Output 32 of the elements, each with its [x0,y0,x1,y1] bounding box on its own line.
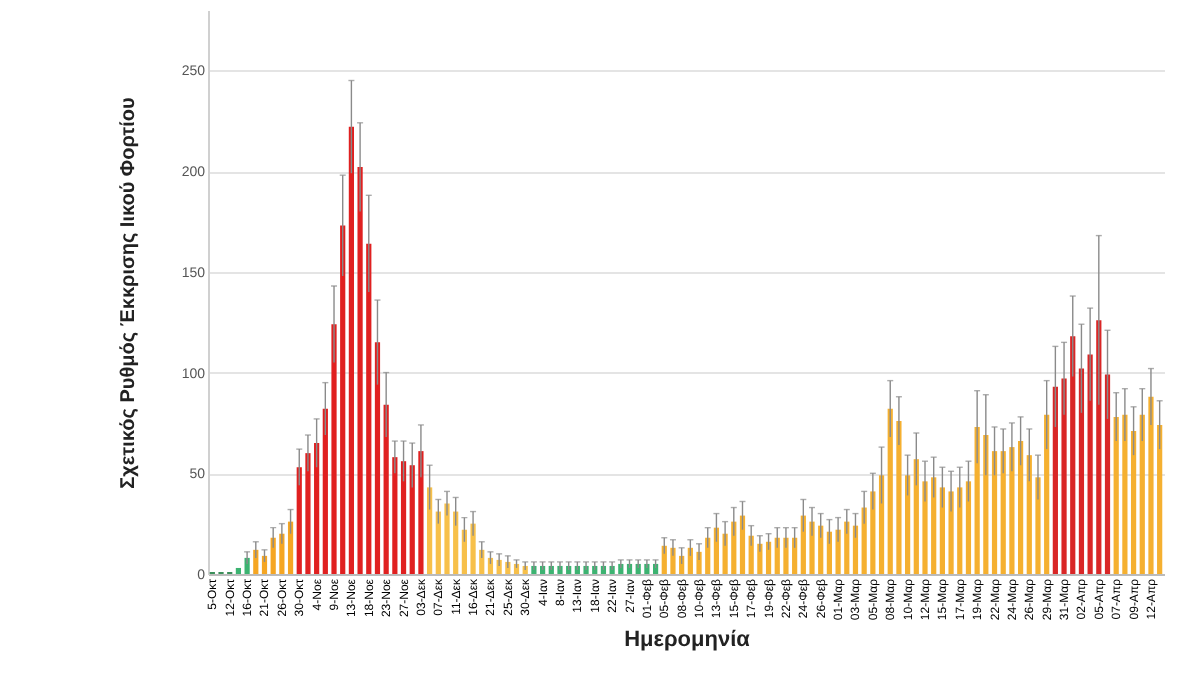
bar [1113,416,1119,574]
bar [287,521,294,574]
bar [948,491,954,574]
bar [783,537,789,574]
bar [765,541,772,574]
y-axis-title: Σχετικός Ρυθμός Έκκρισης Ιικού Φορτίου [117,96,140,489]
bar [739,515,746,574]
bar [670,547,676,574]
bar [418,451,424,574]
bar [348,126,355,574]
bar [878,475,885,574]
bar [235,567,242,574]
bar [470,523,476,574]
bar [731,521,737,574]
bar [1148,396,1154,574]
bar [427,487,433,574]
bar [400,461,407,574]
bar [444,503,450,574]
bar [852,525,859,574]
bar [1017,441,1024,574]
bar [809,521,815,574]
bar [1009,447,1015,574]
bar [826,531,833,574]
bar [965,481,972,574]
bar [374,342,381,574]
x-axis-title: Ημερομηνία [624,628,751,653]
bar [835,529,841,574]
bar [1078,368,1085,574]
bar [1122,414,1128,574]
bar [991,451,998,574]
bar [1130,430,1137,574]
bar [1104,374,1111,574]
